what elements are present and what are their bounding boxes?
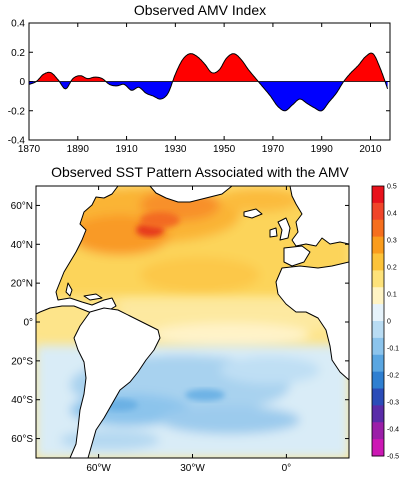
colorbar-tick-label: -0.5 [387, 454, 399, 461]
amv-series-line [28, 52, 389, 112]
colorbar-swatch [372, 337, 384, 356]
sst-y-tick-label: 20°S [11, 356, 33, 367]
colorbar: 0.5 0.4 0.3 0.2 0.1 0 -0.1 -0.2 -0.3 -0.4 -0.5 [371, 184, 399, 461]
colorbar-swatch [372, 321, 384, 339]
colorbar-tick-label: -0.3 [387, 400, 399, 407]
colorbar-tick-label: -0.4 [387, 427, 399, 434]
amv-x-tick-label: 1910 [115, 144, 138, 155]
amv-plot-area [28, 22, 391, 141]
amv-x-tick-label: 2010 [359, 144, 382, 155]
caribbean-islands [65, 282, 73, 297]
colorbar-swatch [372, 236, 384, 255]
sst-map [36, 186, 349, 458]
colorbar-swatch [372, 405, 384, 423]
sst-field-patch [160, 406, 300, 434]
colorbar-swatch [372, 388, 384, 406]
colorbar-swatch [372, 287, 384, 305]
british-isles [277, 217, 291, 241]
amv-negative-area [29, 81, 388, 111]
sst-y-tick-label: 20°N [11, 279, 33, 290]
amv-y-tick-label: 0 [19, 77, 25, 88]
sst-x-tick-label: 0° [282, 463, 292, 474]
amv-x-tick-label: 1890 [67, 144, 90, 155]
amv-positive-area [29, 53, 388, 82]
amv-x-tick-label: 1930 [164, 144, 187, 155]
colorbar-swatch [372, 422, 384, 440]
colorbar-swatch [372, 253, 384, 271]
colorbar-swatch [372, 304, 384, 322]
colorbar-tick-label: -0.2 [387, 373, 399, 380]
sst-warm-core [140, 212, 180, 228]
colorbar-swatch [372, 202, 384, 221]
sst-tick-group: 60°N 40°N 20°N 0° 20°S 40°S 60°S 60°W 30°W 0° [11, 186, 349, 474]
sst-field-patch [140, 257, 260, 293]
greenland [149, 186, 233, 203]
colorbar-tick-label: 0.1 [387, 292, 397, 299]
amv-x-tick-label: 1950 [213, 144, 236, 155]
colorbar-tick-label: 0.4 [387, 211, 397, 218]
sst-field-patch [220, 188, 300, 212]
sst-y-tick-label: 60°N [11, 201, 33, 212]
sst-y-tick-label: 40°S [11, 395, 33, 406]
colorbar-frame [371, 185, 385, 457]
amv-axes-frame [28, 22, 391, 141]
sst-field-patch [150, 323, 310, 347]
amv-x-tick-label: 1870 [18, 144, 41, 155]
sst-y-tick-label: 60°S [11, 434, 33, 445]
sst-x-tick-label: 60°W [86, 463, 111, 474]
colorbar-swatch [372, 270, 384, 288]
british-isles [269, 227, 278, 238]
sst-title: Observed SST Pattern Associated with the… [51, 164, 349, 180]
iceland [243, 208, 263, 219]
amv-x-tick-label: 1970 [262, 144, 285, 155]
colorbar-tick-label: -0.1 [387, 346, 399, 353]
sst-x-tick-label: 30°W [180, 463, 205, 474]
south-america [69, 307, 161, 458]
colorbar-tick-label: 0.2 [387, 265, 397, 272]
north-america [36, 186, 119, 315]
amv-x-tick-label: 1990 [311, 144, 334, 155]
sst-y-tick-label: 0° [23, 318, 33, 329]
europe [289, 186, 349, 247]
amv-y-tick-label: 0.4 [11, 19, 25, 30]
sst-cool-core [185, 389, 225, 401]
sst-y-tick-label: 40°N [11, 240, 33, 251]
amv-y-tick-label: -0.2 [8, 106, 26, 117]
colorbar-swatch [372, 186, 384, 204]
colorbar-swatch [372, 219, 384, 238]
amv-y-tick-label: 0.2 [11, 48, 25, 59]
colorbar-tick-label: 0 [387, 319, 391, 326]
colorbar-tick-label: 0.5 [387, 184, 397, 191]
colorbar-tick-label: 0.3 [387, 238, 397, 245]
colorbar-swatch [372, 354, 384, 373]
colorbar-swatch [372, 371, 384, 390]
amv-title: Observed AMV Index [134, 2, 266, 18]
land-masses [36, 186, 349, 458]
iberia [283, 245, 311, 267]
sst-field-patch [220, 356, 320, 384]
colorbar-swatch [372, 439, 384, 457]
africa [275, 261, 349, 381]
amv-y-tick-label: -0.4 [8, 136, 26, 147]
caribbean-islands [83, 293, 103, 301]
